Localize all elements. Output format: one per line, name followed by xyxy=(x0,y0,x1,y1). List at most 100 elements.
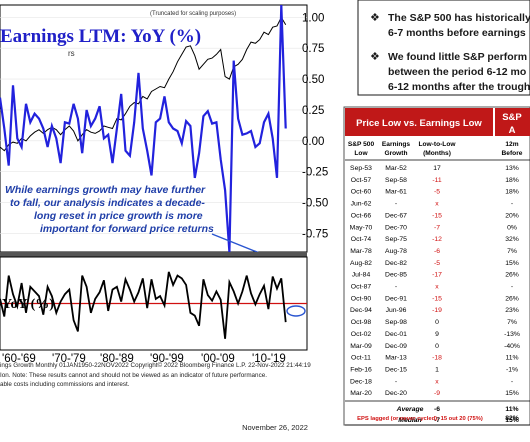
table-cell: Oct-90 xyxy=(351,295,372,302)
table-cell: Jun-62 xyxy=(351,201,372,208)
table-row: Aug-82 Dec-82 -5 15% xyxy=(350,260,519,267)
table-cell: 15% xyxy=(505,390,519,397)
chart-divider xyxy=(0,252,307,257)
table-row: Oct-98 Sep-98 0 7% xyxy=(351,319,517,326)
yoy-label: YoY (%) xyxy=(2,297,54,312)
footnote-line-2: able costs including commissions and int… xyxy=(0,381,130,388)
table-cell: -18 xyxy=(432,355,442,362)
table-cell: Dec-15 xyxy=(385,366,407,373)
table-cell: -11 xyxy=(432,177,442,184)
table-right-header-2: A xyxy=(509,125,516,136)
table-cell: 26% xyxy=(505,295,519,302)
table-cell: May-70 xyxy=(350,224,373,231)
table-cell: Aug-82 xyxy=(350,260,372,267)
table-cell: 0 xyxy=(435,343,439,350)
table-cell: 20% xyxy=(505,212,519,219)
table-row: Oct-02 Dec-01 9 -13% xyxy=(351,331,520,338)
table-cell: 18% xyxy=(505,189,519,196)
table-row: Mar-78 Aug-78 -6 7% xyxy=(350,248,517,255)
table-cell: 18% xyxy=(505,177,519,184)
y-tick-label: 0.75 xyxy=(302,43,324,55)
annotation-line-3: long reset in price growth is more xyxy=(34,210,203,222)
summary-value: -7 xyxy=(434,417,440,424)
table-row: Oct-11 Mar-13 -18 11% xyxy=(351,355,519,362)
table-cell: Sep-98 xyxy=(385,319,407,326)
scaling-note: (Truncated for scaling purposes) xyxy=(150,11,236,17)
y-tick-label: 0.25 xyxy=(302,105,324,117)
table-row: Oct-74 Sep-75 -12 32% xyxy=(351,236,519,243)
table-cell: Aug-78 xyxy=(385,248,407,255)
table-cell: -13% xyxy=(504,331,520,338)
table-summary: Average -6 11% Median -7 15% xyxy=(345,400,530,426)
table-row: Oct-90 Dec-91 -15 26% xyxy=(351,295,519,302)
bullet-1-icon: ❖ xyxy=(370,12,380,24)
annotation: While earnings growth may have further t… xyxy=(5,184,214,235)
table-row: Sep-53 Mar-52 17 13% xyxy=(350,165,519,172)
table-cell: Dec-94 xyxy=(350,307,372,314)
table-row: Oct-60 Mar-61 -5 18% xyxy=(351,189,519,196)
low-vs-low-table: Price Low vs. Earnings Low S&P A S&P 500… xyxy=(343,106,530,426)
table-row: Oct-66 Dec-67 -15 20% xyxy=(351,212,519,219)
table-cell: 17 xyxy=(433,165,441,172)
table-cell: Dec-70 xyxy=(385,224,407,231)
bullet-2-icon: ❖ xyxy=(370,51,380,63)
table-cell: Sep-58 xyxy=(385,177,407,184)
x-tick-label: '00-'09 xyxy=(201,353,235,365)
table-cell: Oct-60 xyxy=(351,189,372,196)
table-cell: -12 xyxy=(432,236,442,243)
x-tick-labels: '60-'69 '70-'79 '80-'89 '90-'99 '00-'09 '10-'… xyxy=(2,353,286,365)
table-cell: Feb-16 xyxy=(350,366,372,373)
table-cell: Dec-67 xyxy=(385,212,407,219)
table-cell: 11% xyxy=(505,355,518,362)
table-cell: 32% xyxy=(505,236,519,243)
table-cell: 15% xyxy=(505,260,519,267)
table-cell: - xyxy=(395,284,397,291)
table-row: Jul-84 Dec-85 -17 26% xyxy=(352,272,519,279)
table-right-header-1: S&P xyxy=(502,112,522,123)
date: November 26, 2022 xyxy=(242,423,308,432)
table-cell: -17 xyxy=(432,272,442,279)
yoy-series-line xyxy=(0,271,287,339)
table-cell: Oct-57 xyxy=(351,177,372,184)
table-cell: 7% xyxy=(507,319,517,326)
table-cell: -7 xyxy=(434,224,440,231)
table-row: Feb-16 Dec-15 1 -1% xyxy=(350,366,518,373)
table-cell: -15 xyxy=(432,212,442,219)
table-cell: -5 xyxy=(434,260,440,267)
table-cell: 7% xyxy=(507,248,517,255)
table-cell: x xyxy=(435,284,439,291)
table-cell: -15 xyxy=(432,295,442,302)
table-cell: -9 xyxy=(434,390,440,397)
table-header-bar xyxy=(345,108,493,136)
table-cell: Oct-98 xyxy=(351,319,372,326)
x-tick-label: '70-'79 xyxy=(52,353,86,365)
chart-title: Earnings LTM: YoY (%) xyxy=(0,26,201,47)
annotation-line-2: to fall, our analysis indicates a decade… xyxy=(10,197,205,209)
column-header: Earnings xyxy=(382,141,411,148)
column-header: S&P 500 xyxy=(348,141,375,148)
table-cell: - xyxy=(395,378,397,385)
table-cell: x xyxy=(435,378,439,385)
table-cell: - xyxy=(511,378,513,385)
table-cell: Jun-96 xyxy=(386,307,407,314)
table-cell: 23% xyxy=(505,307,519,314)
table-cell: Sep-53 xyxy=(350,165,372,172)
table-cell: Oct-02 xyxy=(351,331,372,338)
table-cell: x xyxy=(435,201,439,208)
column-header: Low xyxy=(354,150,368,157)
price-series-line xyxy=(0,16,287,152)
table-cell: -40% xyxy=(504,343,520,350)
y-tick-label: 1.00 xyxy=(302,12,324,24)
table-cell: - xyxy=(511,284,513,291)
table-cell: Dec-85 xyxy=(385,272,407,279)
summary-value: -6 xyxy=(434,406,440,413)
table-cell: Oct-74 xyxy=(351,236,372,243)
table-body: Sep-53 Mar-52 17 13%Oct-57 Sep-58 -11 18%Oct-6… xyxy=(350,165,520,397)
bullet-1-line-1: The S&P 500 has historically xyxy=(388,12,530,24)
table-lag-footnote: EPS lagged (or never cycled): 15 out 20 … xyxy=(357,416,483,422)
table-cell: 0% xyxy=(507,224,517,231)
y-tick-labels: 1.00 0.75 0.50 0.25 0.00 -0.25 -0.50 -0.75 xyxy=(302,12,328,240)
bullet-2-line-3: 6-12 months after the trough xyxy=(388,81,530,93)
table-cell: Mar-78 xyxy=(350,248,372,255)
